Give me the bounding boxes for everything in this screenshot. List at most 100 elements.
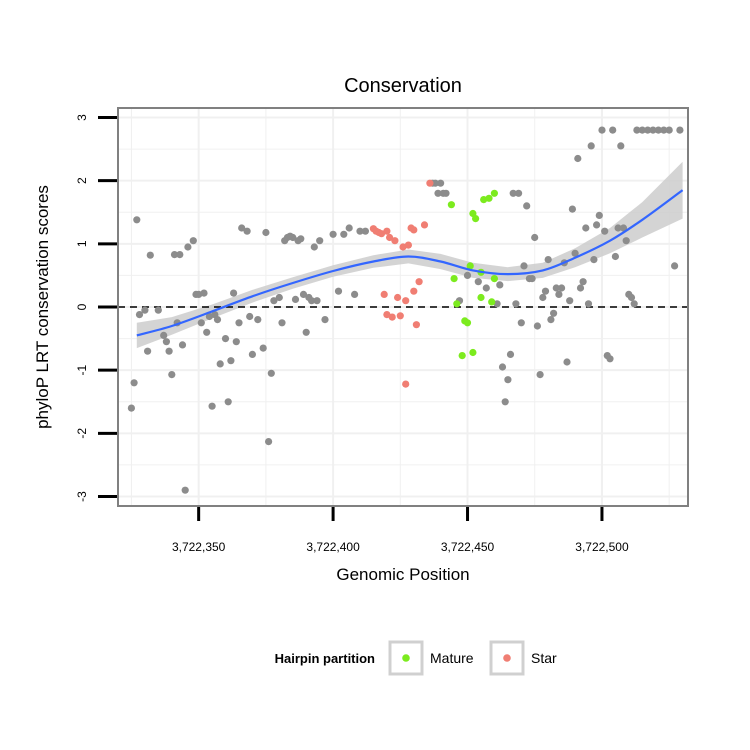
x-tick-label: 3,722,500	[575, 540, 629, 554]
y-tick-label: -3	[75, 491, 89, 502]
point-other	[622, 237, 630, 245]
y-axis-title: phyloP LRT conservation scores	[33, 185, 52, 429]
point-star	[415, 278, 423, 286]
point-other	[474, 278, 482, 286]
point-star	[399, 243, 407, 251]
point-other	[165, 347, 173, 355]
point-other	[289, 233, 297, 242]
x-axis-title: Genomic Position	[336, 565, 469, 584]
point-mature	[488, 298, 496, 306]
grid-lines	[118, 108, 688, 506]
point-star	[410, 287, 418, 295]
point-other	[203, 328, 211, 336]
legend-label-star: Star	[531, 650, 557, 666]
point-other	[205, 312, 213, 321]
point-other	[595, 211, 603, 219]
point-other	[665, 126, 673, 134]
point-other	[184, 243, 192, 251]
point-other	[654, 126, 663, 134]
point-star	[386, 233, 394, 242]
smooth-line	[136, 189, 684, 337]
point-other	[566, 297, 574, 305]
point-other	[238, 224, 246, 232]
point-other	[278, 319, 286, 327]
point-other	[498, 363, 507, 371]
point-other	[630, 300, 638, 308]
point-other	[170, 251, 179, 259]
point-other	[248, 350, 256, 358]
point-other	[308, 297, 316, 305]
point-mature	[490, 275, 498, 283]
point-mature	[485, 194, 493, 202]
point-other	[265, 438, 273, 446]
point-other	[162, 338, 170, 346]
point-other	[431, 179, 439, 187]
y-tick-label: -1	[75, 365, 89, 376]
chart-title: Conservation	[344, 75, 462, 97]
point-other	[178, 341, 187, 349]
point-other	[361, 227, 369, 235]
x-tick-label: 3,722,350	[172, 540, 226, 554]
point-mature	[450, 275, 458, 283]
plot-border	[117, 107, 689, 507]
point-other	[593, 221, 601, 229]
point-other	[531, 233, 539, 242]
x-tick-label: 3,722,450	[441, 540, 495, 554]
point-other	[291, 295, 300, 303]
point-other	[555, 290, 563, 298]
point-other	[644, 126, 652, 134]
point-other	[334, 287, 343, 295]
point-other	[660, 126, 668, 134]
point-other	[246, 312, 254, 321]
point-other	[232, 338, 240, 346]
point-other	[310, 243, 318, 251]
legend-title: Hairpin partition	[275, 651, 375, 666]
point-other	[582, 224, 590, 232]
point-other	[579, 278, 587, 286]
point-star	[394, 293, 402, 302]
point-other	[584, 300, 593, 308]
point-other	[127, 404, 135, 412]
point-other	[463, 271, 472, 279]
legend: Hairpin partition Mature Star	[275, 640, 557, 676]
y-tick-label: 2	[75, 177, 89, 184]
point-other	[133, 216, 141, 224]
point-other	[520, 262, 528, 270]
point-other	[176, 251, 184, 259]
point-other	[576, 284, 585, 292]
point-other	[316, 237, 324, 245]
point-other	[611, 252, 620, 261]
point-other	[208, 402, 216, 410]
point-mature	[472, 215, 480, 223]
point-other	[536, 371, 544, 379]
point-other	[552, 284, 560, 292]
point-mature	[458, 352, 466, 360]
point-other	[181, 486, 189, 494]
point-other	[598, 126, 606, 134]
point-other	[512, 300, 520, 308]
point-other	[590, 256, 598, 264]
legend-swatch-mature	[402, 654, 410, 662]
point-other	[227, 357, 235, 365]
y-axis: -3 -2 -1 0 1 2 3	[75, 114, 117, 502]
point-other	[434, 189, 442, 197]
point-other	[539, 293, 547, 302]
point-mature	[490, 189, 498, 197]
point-other	[340, 230, 348, 238]
smooth-line-group	[136, 189, 684, 337]
point-other	[528, 275, 536, 283]
point-other	[221, 335, 230, 343]
data-points	[127, 126, 684, 494]
point-other	[619, 224, 628, 232]
point-star	[402, 380, 410, 388]
legend-label-mature: Mature	[430, 650, 474, 666]
point-other	[302, 328, 310, 336]
point-other	[356, 227, 364, 235]
point-other	[515, 189, 523, 197]
point-star	[410, 226, 418, 234]
point-star	[388, 313, 396, 321]
point-other	[571, 249, 579, 257]
point-other	[437, 179, 445, 187]
point-star	[412, 321, 420, 329]
